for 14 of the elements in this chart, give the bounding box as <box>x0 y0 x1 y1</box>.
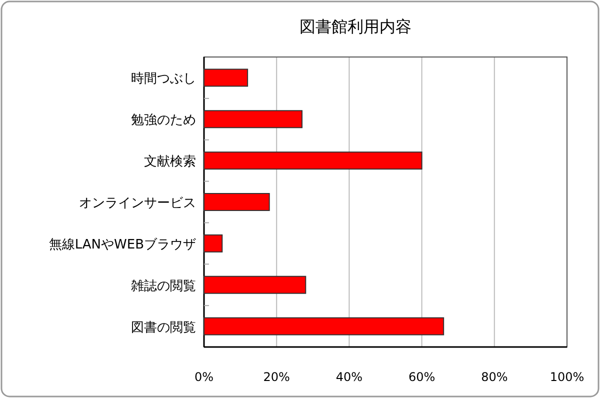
y-tick-label: 雑誌の閲覧 <box>131 278 196 294</box>
chart-title: 図書館利用内容 <box>300 17 412 36</box>
x-tick-label: 100% <box>550 370 584 384</box>
x-tick-label: 60% <box>408 370 436 384</box>
x-tick-label: 0% <box>194 370 214 384</box>
x-tick-label: 20% <box>263 370 290 384</box>
y-tick-label: 勉強のため <box>131 113 196 128</box>
y-tick-label: 無線LANやWEBブラウザ <box>48 237 196 252</box>
y-tick-label: 文献検索 <box>144 154 196 170</box>
x-tick-label: 40% <box>336 370 363 384</box>
y-tick-label: オンラインサービス <box>79 196 196 211</box>
y-tick-label: 時間つぶし <box>131 72 196 87</box>
y-tick-label: 図書の閲覧 <box>131 320 196 336</box>
x-tick-label: 80% <box>481 370 508 384</box>
